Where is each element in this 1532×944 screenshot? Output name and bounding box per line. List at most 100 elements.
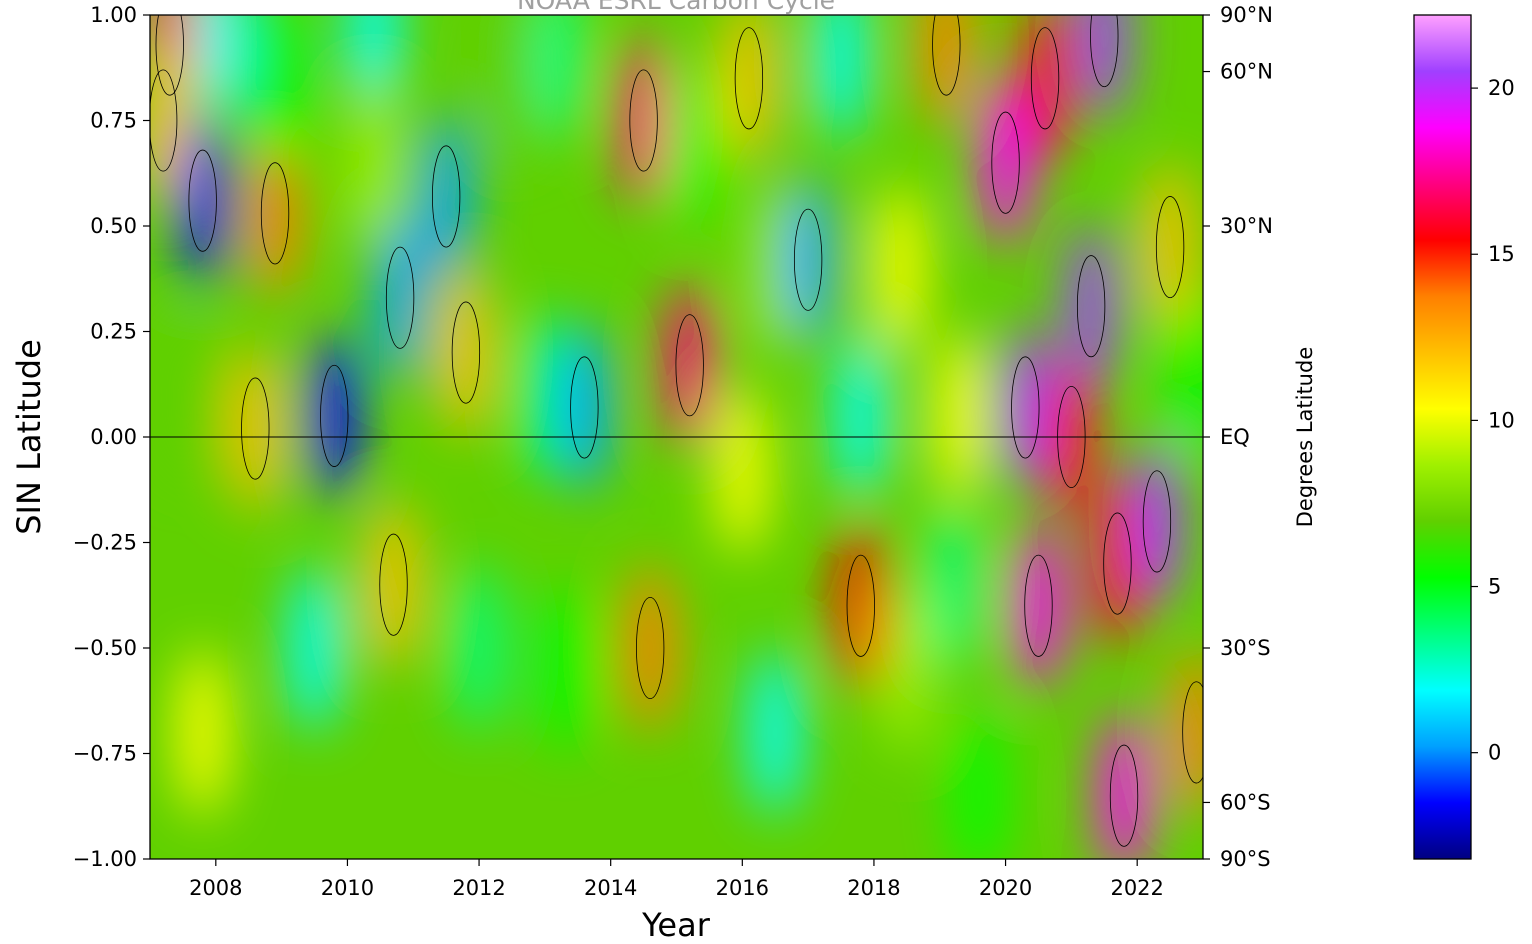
colorbar-tick-label-20: 20	[1488, 76, 1515, 100]
field-region-17	[454, 563, 505, 733]
field-region-3	[250, 128, 301, 298]
right-tick-label-4: 30°S	[1220, 636, 1271, 660]
field-region-43	[1000, 323, 1051, 492]
contour-25	[675, 314, 704, 417]
contour-47	[1090, 15, 1119, 88]
contour-23	[629, 69, 658, 172]
field-region-34	[835, 521, 886, 691]
field-region-52	[1171, 289, 1203, 459]
contour-42	[1030, 27, 1060, 130]
contour-31	[793, 208, 823, 311]
contour-11	[385, 246, 415, 349]
field-region-26	[671, 57, 722, 226]
field-region-21	[539, 584, 590, 754]
right-tick-label-6: 90°S	[1220, 847, 1271, 871]
contour-51	[1155, 196, 1185, 299]
contour-4	[241, 377, 270, 480]
colorbar-tick-label-15: 15	[1488, 242, 1515, 266]
field-region-28	[723, 15, 774, 163]
field-region-38	[927, 500, 978, 670]
contour-9	[320, 364, 349, 467]
x-tick-label-2012: 2012	[452, 876, 505, 900]
right-axis-label: Degrees Latitude	[1293, 347, 1317, 527]
contour-28	[734, 27, 764, 130]
y-tick-label-3: −0.25	[73, 531, 137, 555]
x-tick-label-2018: 2018	[847, 876, 900, 900]
field-region-53	[1171, 648, 1203, 817]
right-tick-label-5: 60°S	[1220, 790, 1271, 814]
field-region-51	[1145, 162, 1196, 332]
field-region-27	[717, 386, 768, 556]
field-region-35	[875, 183, 926, 353]
contour-44	[1024, 554, 1053, 657]
right-tick-label-0: 90°N	[1220, 3, 1273, 27]
colorbar-tick-label-0: 0	[1488, 741, 1501, 765]
heatmap-field	[150, 15, 1203, 859]
contour-1	[150, 69, 178, 172]
field-region-39	[934, 331, 985, 501]
y-tick-label-1: −0.75	[73, 742, 137, 766]
field-region-49	[1099, 711, 1150, 859]
field-region-30	[750, 648, 801, 817]
field-region-5	[177, 648, 228, 817]
field-region-4	[230, 344, 281, 513]
field-region-37	[921, 15, 972, 129]
x-tick-label-2016: 2016	[716, 876, 769, 900]
contour-lines	[150, 15, 1203, 847]
x-tick-label-2014: 2014	[584, 876, 637, 900]
contour-20	[570, 356, 599, 459]
contour-49	[1109, 744, 1139, 847]
field-region-48	[1092, 479, 1143, 648]
colorbar: 0 5 10 15 20	[1413, 14, 1515, 860]
field-region-2	[177, 116, 228, 286]
y-tick-label-8: 1.00	[90, 3, 137, 27]
x-tick-label-2022: 2022	[1110, 876, 1163, 900]
y-tick-label-5: 0.25	[90, 320, 137, 344]
y-tick-label-2: −0.50	[73, 636, 137, 660]
x-tick-label-2020: 2020	[979, 876, 1032, 900]
plot-area	[150, 15, 1203, 859]
contour-53	[1182, 681, 1203, 784]
x-tick-label-2008: 2008	[189, 876, 242, 900]
right-latitude-axis: 90°N 60°N 30°N EQ 30°S 60°S 90°S	[1203, 3, 1273, 871]
field-region-9	[309, 331, 360, 501]
field-region-16	[440, 268, 491, 437]
y-tick-label-7: 0.75	[90, 109, 137, 133]
contour-41	[991, 111, 1020, 214]
contour-46	[1076, 255, 1106, 358]
field-region-24	[625, 563, 676, 733]
field-region-18	[486, 15, 537, 163]
field-region-46	[1066, 221, 1117, 391]
colorbar-gradient	[1413, 14, 1472, 860]
field-region-42	[1020, 15, 1071, 163]
x-axis-label: Year	[641, 906, 711, 940]
right-tick-label-1: 60°N	[1220, 60, 1273, 84]
y-axis: −1.00 −0.75 −0.50 −0.25 0.00 0.25 0.50 0.75 1.00	[73, 3, 150, 871]
contour-37	[932, 15, 961, 96]
y-axis-label: SIN Latitude	[10, 339, 48, 535]
field-region-22	[533, 15, 584, 142]
field-region-40	[954, 711, 1005, 859]
field-region-7	[197, 15, 248, 121]
chart-title: NOAA ESRL Carbon Cycle	[517, 0, 835, 15]
y-tick-label-4: 0.00	[90, 425, 137, 449]
field-region-15	[421, 112, 472, 281]
colorbar-tick-label-10: 10	[1488, 408, 1515, 432]
right-tick-label-2: 30°N	[1220, 214, 1273, 238]
field-region-11	[375, 213, 426, 383]
right-tick-label-3: EQ	[1220, 425, 1250, 449]
contour-48	[1103, 512, 1132, 615]
contour-14	[379, 533, 408, 636]
field-region-41	[980, 78, 1031, 248]
colorbar-ticks: 0 5 10 15 20	[1471, 76, 1515, 765]
field-region-23	[618, 36, 669, 205]
contour-50	[1142, 470, 1172, 573]
y-tick-label-0: −1.00	[73, 847, 137, 871]
contour-16	[451, 301, 481, 404]
field-region-10	[289, 563, 340, 733]
field-region-25	[664, 280, 715, 450]
field-region-6	[164, 310, 215, 480]
field-region-14	[368, 500, 419, 670]
field-region-36	[881, 584, 932, 754]
